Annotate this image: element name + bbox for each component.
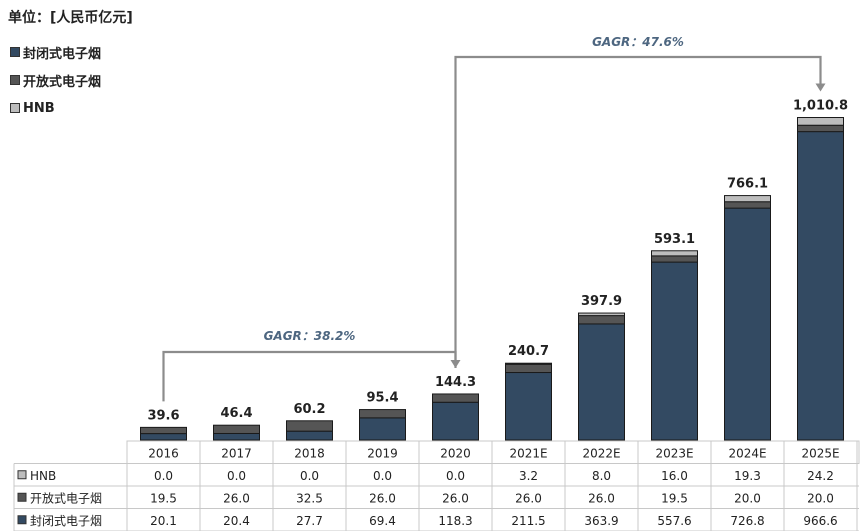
table-cell-2-2018: 32.5 [296,491,323,505]
bar-open-2020 [432,393,479,403]
cagr-bracket-1 [162,350,457,402]
table-cell-3-2020: 118.3 [438,514,472,528]
legend-item-closed: 封闭式电子烟 [10,38,101,66]
legend-label-closed: 封闭式电子烟 [23,46,102,62]
bar-closed-2025e [797,131,844,441]
table-row-swatch-1 [17,470,27,480]
bar-closed-2016 [140,433,187,441]
table-cell-2-2017: 26.0 [223,491,250,505]
table-cell-2-2022e: 26.0 [588,491,615,505]
bar-closed-2018 [286,430,333,441]
unit-label: 单位：[人民币亿元] [8,10,133,26]
tick-label-2025e: 2025E [801,446,839,460]
bar-closed-2017 [213,432,260,441]
table-cell-2-2024e: 20.0 [734,491,761,505]
bar-open-2016 [140,426,187,435]
table-cell-3-2024e: 726.8 [730,514,764,528]
tick-label-2024e: 2024E [728,446,766,460]
cagr-arrowhead-2 [815,83,826,92]
table-cell-3-2021e: 211.5 [511,514,545,528]
cagr-bracket-2 [454,55,822,368]
tick-label-2019: 2019 [367,446,398,460]
legend-label-hnb: HNB [23,100,55,116]
table-cell-3-2017: 20.4 [223,514,250,528]
total-label-2017: 46.4 [220,406,252,421]
cagr-label-2: GAGR：47.6% [592,35,684,49]
bar-hnb-2023e [651,250,698,257]
total-label-2016: 39.6 [147,408,179,423]
table-cell-2-2023e: 19.5 [661,491,688,505]
table-cell-1-2019: 0.0 [373,469,392,483]
bar-hnb-2021e [505,362,552,365]
table-cell-2-2025e: 20.0 [807,491,834,505]
tick-label-2022e: 2022E [582,446,620,460]
legend-label-open: 开放式电子烟 [23,74,102,90]
bar-open-2024e [724,201,771,209]
total-label-2025e: 1,010.8 [793,99,848,114]
table-cell-3-2018: 27.7 [296,514,323,528]
legend-item-hnb: HNB [10,94,101,122]
bar-hnb-2022e [578,312,625,317]
cagr-label-1: GAGR：38.2% [264,329,356,343]
table-cell-2-2019: 26.0 [369,491,396,505]
bar-closed-2019 [359,417,406,441]
tick-label-2021e: 2021E [509,446,547,460]
table-cell-2-2016: 19.5 [150,491,177,505]
total-label-2024e: 766.1 [727,177,768,192]
table-cell-3-2023e: 557.6 [657,514,691,528]
table-cell-3-2025e: 966.6 [803,514,837,528]
bar-open-2023e [651,255,698,263]
table-cell-2-2020: 26.0 [442,491,469,505]
table-row-label-1: HNB [30,469,56,483]
total-label-2018: 60.2 [293,402,325,417]
bar-open-2019 [359,409,406,419]
bar-hnb-2025e [797,117,844,126]
table-row-swatch-2 [17,492,27,502]
legend-swatch-hnb [10,103,20,113]
table-cell-1-2017: 0.0 [227,469,246,483]
table-cell-3-2016: 20.1 [150,514,177,528]
bar-closed-2022e [578,323,625,441]
table-cell-1-2022e: 8.0 [592,469,611,483]
table-row-swatch-3 [17,515,27,525]
table-cell-3-2022e: 363.9 [584,514,618,528]
bar-closed-2023e [651,261,698,441]
bar-open-2022e [578,315,625,325]
total-label-2023e: 593.1 [654,232,695,247]
table-cell-1-2021e: 3.2 [519,469,538,483]
table-cell-1-2025e: 24.2 [807,469,834,483]
table-cell-2-2021e: 26.0 [515,491,542,505]
table-cell-3-2019: 69.4 [369,514,396,528]
tick-label-2017: 2017 [221,446,252,460]
table-row-label-2: 开放式电子烟 [30,490,102,505]
legend-item-open: 开放式电子烟 [10,66,101,94]
tick-label-2020: 2020 [440,446,471,460]
bar-closed-2021e [505,372,552,441]
bar-closed-2024e [724,207,771,441]
table-cell-1-2016: 0.0 [154,469,173,483]
table-cell-1-2023e: 16.0 [661,469,688,483]
legend-swatch-closed [10,47,20,57]
table-cell-1-2024e: 19.3 [734,469,761,483]
bar-open-2018 [286,420,333,432]
table-cell-1-2020: 0.0 [446,469,465,483]
bar-closed-2020 [432,401,479,441]
total-label-2021e: 240.7 [508,344,549,359]
bar-hnb-2024e [724,195,771,203]
bar-open-2017 [213,424,260,434]
total-label-2019: 95.4 [366,391,398,406]
bar-open-2021e [505,363,552,374]
table-row-label-3: 封闭式电子烟 [30,514,102,528]
tick-label-2023e: 2023E [655,446,693,460]
legend-swatch-open [10,75,20,85]
tick-label-2018: 2018 [294,446,325,460]
table-cell-1-2018: 0.0 [300,469,319,483]
legend: 封闭式电子烟 开放式电子烟 HNB [10,38,101,122]
bar-open-2025e [797,124,844,133]
total-label-2020: 144.3 [435,375,476,390]
tick-label-2016: 2016 [148,446,179,460]
total-label-2022e: 397.9 [581,294,622,309]
